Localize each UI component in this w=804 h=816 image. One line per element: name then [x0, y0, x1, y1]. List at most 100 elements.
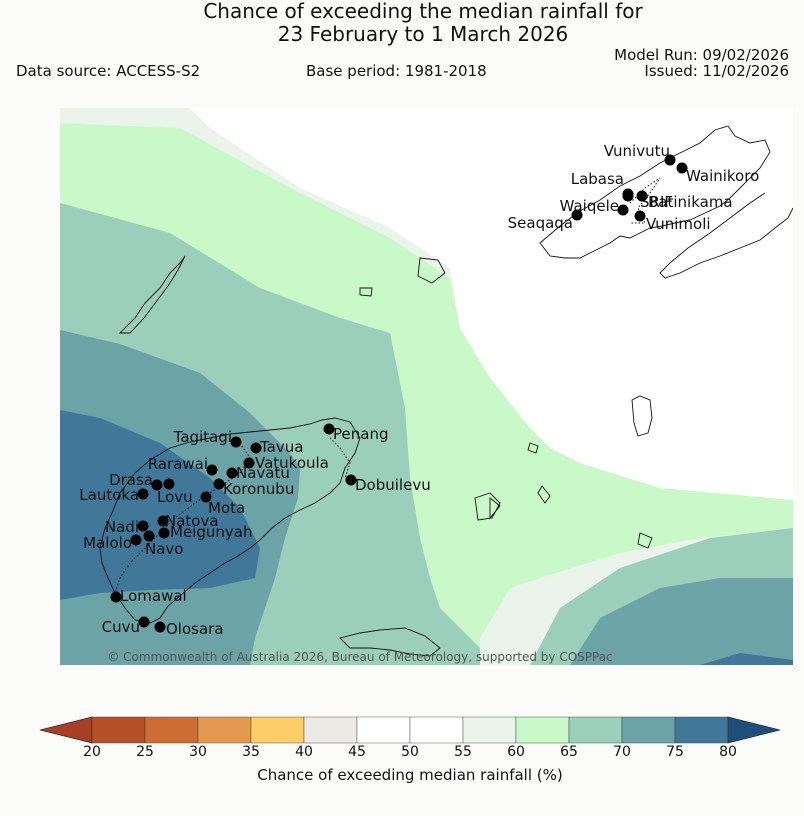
station-marker-tagitagi [230, 436, 242, 448]
station-label-drasa: Drasa [109, 471, 153, 489]
base-period-label: Base period: 1981-2018 [306, 62, 487, 80]
station-label-labasa: Labasa [571, 170, 624, 188]
stations: Vunivutu Wainikoro Labasa Waiqele SRIFBatini… [79, 142, 759, 638]
province-boundaries [114, 177, 661, 594]
colorbar-cell-45-50 [356, 716, 411, 744]
colorbar-tick-30: 30 [189, 744, 207, 760]
colorbar-tick-45: 45 [348, 744, 366, 760]
station-marker-lautoka [137, 488, 149, 500]
station-marker-koronubu [213, 478, 225, 490]
station-label-lomawai: Lomawai [120, 587, 187, 605]
map-title: Chance of exceeding the median rainfall … [0, 0, 804, 46]
station-marker-natova [157, 515, 169, 527]
colorbar-tick-70: 70 [613, 744, 631, 760]
station-marker-vunimoli [634, 210, 646, 222]
station-label-tavua: Tavua [259, 438, 303, 456]
colorbar-cell-60-65 [515, 716, 570, 744]
colorbar-cells [39, 716, 781, 744]
station-label-koronubu: Koronubu [223, 480, 294, 498]
colorbar-extension-high [727, 716, 781, 744]
colorbar-cell-70-75 [621, 716, 676, 744]
band-70-75-east [570, 578, 793, 665]
station-marker-meigunyah [158, 527, 170, 539]
coast-islet-1 [359, 287, 373, 297]
colorbar-cell-25-30 [144, 716, 199, 744]
colorbar-extension-low [39, 716, 93, 744]
station-label-navatu: Navatu [236, 464, 290, 482]
data-source-label: Data source: ACCESS-S2 [16, 62, 201, 80]
colorbar-tick-50: 50 [401, 744, 419, 760]
coast-viti-levu [99, 417, 361, 624]
station-marker-lovu [163, 478, 175, 490]
station-label-navo: Navo [145, 540, 183, 558]
station-label-nadi: Nadi [105, 518, 139, 536]
colorbar-tick-20: 20 [83, 744, 101, 760]
station-label-mota: Mota [208, 499, 245, 517]
coast-kadavu [339, 627, 441, 657]
station-marker-batinikama [636, 190, 648, 202]
coast-islet-4 [537, 485, 551, 504]
colorbar-cell-30-35 [197, 716, 252, 744]
coast-vanua-levu-peninsula [659, 192, 793, 279]
station-marker-navo [143, 530, 155, 542]
station-label-tagitagi: Tagitagi [173, 428, 232, 446]
colorbar [39, 716, 781, 744]
station-label-vunivutu: Vunivutu [604, 142, 670, 160]
station-label-lautoka: Lautoka [79, 486, 139, 504]
station-label-lovu: Lovu [157, 488, 193, 506]
colorbar-cell-40-45 [303, 716, 358, 744]
station-label-cuvu: Cuvu [102, 618, 140, 636]
coast-islet-5 [637, 532, 653, 549]
station-label-seaqaqa: Seaqaqa [508, 214, 573, 232]
station-marker-srif [622, 190, 634, 202]
station-marker-olosara [154, 621, 166, 633]
station-label-malolo: Malolo [83, 534, 132, 552]
colorbar-tick-40: 40 [295, 744, 313, 760]
colorbar-tick-35: 35 [242, 744, 260, 760]
station-marker-dobuilevu [345, 474, 357, 486]
coast-vanua-levu [539, 125, 771, 259]
station-label-dobuilevu: Dobuilevu [355, 476, 431, 494]
colorbar-cell-65-70 [568, 716, 623, 744]
station-marker-drasa [151, 479, 163, 491]
title-line-1: Chance of exceeding the median rainfall … [203, 0, 643, 23]
colorbar-tick-75: 75 [666, 744, 684, 760]
station-label-waiqele: Waiqele [560, 197, 619, 215]
station-marker-tavua [250, 442, 262, 454]
band-75-80-east [700, 653, 793, 665]
station-label-batinikama: Batinikama [648, 193, 733, 211]
station-label-srif: SRIF [640, 193, 673, 211]
coast-taveuni [631, 395, 653, 437]
station-marker-vatukoula [243, 457, 255, 469]
station-marker-malolo [130, 534, 142, 546]
station-marker-waiqele [617, 204, 629, 216]
colorbar-label: Chance of exceeding median rainfall (%) [257, 766, 563, 784]
colorbar-cell-35-40 [250, 716, 305, 744]
colorbar-cell-75-80 [674, 716, 729, 744]
station-marker-lomawai [110, 591, 122, 603]
station-label-vatukoula: Vatukoula [255, 454, 329, 472]
station-marker-nadi [137, 520, 149, 532]
station-marker-seaqaqa [571, 209, 583, 221]
coast-islet-2 [417, 257, 446, 284]
band-75-80 [60, 410, 260, 600]
boundary-west [114, 442, 251, 594]
station-label-rarawai: Rarawai [148, 455, 208, 473]
colorbar-cell-20-25 [91, 716, 146, 744]
rainfall-probability-map: Vunivutu Wainikoro Labasa Waiqele SRIFBatini… [60, 108, 793, 665]
boundary-north [629, 177, 661, 224]
coast-islet-6 [489, 497, 501, 520]
station-label-vunimoli: Vunimoli [646, 215, 711, 233]
band-50-55 [190, 108, 793, 500]
boundary-northeast [329, 437, 351, 479]
station-label-wainikoro: Wainikoro [686, 167, 759, 185]
colorbar-tick-55: 55 [454, 744, 472, 760]
coast-yasawa [118, 255, 186, 334]
model-run-label: Model Run: 09/02/2026 [614, 46, 789, 64]
station-label-natova: Natova [165, 512, 219, 530]
station-marker-navatu [226, 467, 238, 479]
station-marker-cuvu [138, 616, 150, 628]
colorbar-cell-50-55 [409, 716, 464, 744]
colorbar-tick-80: 80 [719, 744, 737, 760]
station-marker-vunivutu [664, 154, 676, 166]
